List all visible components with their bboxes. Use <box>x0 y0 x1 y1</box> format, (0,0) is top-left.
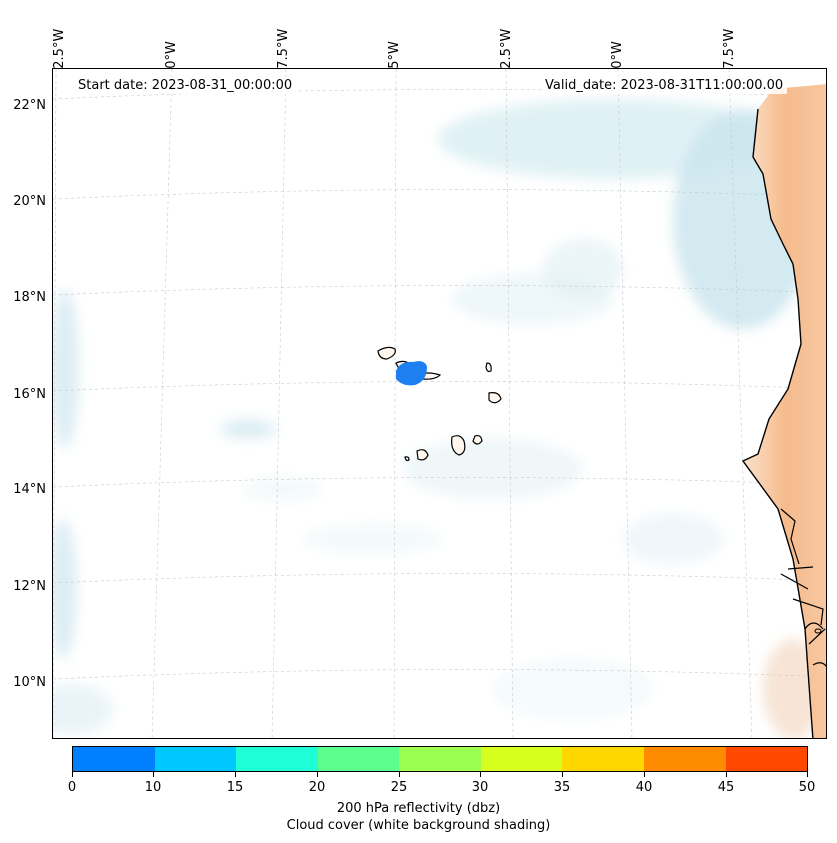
colorbar-label: 200 hPa reflectivity (dbz) <box>336 801 501 816</box>
island-boa-vista <box>488 392 502 404</box>
colorbar-segment <box>480 747 563 771</box>
lat-label-20n: 20°N <box>13 194 46 209</box>
colorbar-tick-label: 50 <box>798 780 816 795</box>
map-frame <box>52 68 827 739</box>
colorbar-tick <box>807 772 808 777</box>
island-fogo <box>416 449 429 461</box>
lat-label-22n: 22°N <box>13 98 46 113</box>
colorbar-tick <box>317 772 318 777</box>
colorbar-segment <box>643 747 726 771</box>
colorbar-tick-label: 10 <box>144 780 162 795</box>
valid-date-annotation: Valid_date: 2023-08-31T11:00:00.00 <box>541 77 788 94</box>
colorbar-tick-label: 35 <box>553 780 571 795</box>
reflectivity-echo <box>396 361 427 386</box>
colorbar-tick-label: 20 <box>308 780 326 795</box>
colorbar-tick <box>399 772 400 777</box>
lat-label-14n: 14°N <box>13 482 46 497</box>
colorbar-segment <box>399 747 481 771</box>
lat-label-18n: 18°N <box>13 290 46 305</box>
colorbar-segment <box>562 747 644 771</box>
graticule-lines <box>53 69 826 738</box>
island-maio <box>472 434 483 445</box>
colorbar-sublabel: Cloud cover (white background shading) <box>286 818 551 833</box>
colorbar-tick-label: 30 <box>471 780 489 795</box>
lat-label-10n: 10°N <box>13 675 46 690</box>
colorbar-tick-label: 25 <box>390 780 408 795</box>
island-brava <box>404 456 410 462</box>
colorbar-tick-label: 15 <box>226 780 244 795</box>
colorbar-tick <box>235 772 236 777</box>
colorbar-segment <box>725 747 808 771</box>
island-santiago <box>451 435 466 456</box>
lat-label-12n: 12°N <box>13 579 46 594</box>
colorbar-tick <box>562 772 563 777</box>
colorbar-segment <box>236 747 318 771</box>
colorbar-tick <box>153 772 154 777</box>
colorbar-tick <box>72 772 73 777</box>
reflectivity-colorbar <box>72 746 808 772</box>
start-date-annotation: Start date: 2023-08-31_00:00:00 <box>74 77 297 94</box>
island-santo-antao <box>377 346 396 360</box>
colorbar-segment <box>154 747 237 771</box>
colorbar-tick <box>644 772 645 777</box>
cloud-cover-shading <box>53 99 823 738</box>
lat-label-16n: 16°N <box>13 387 46 402</box>
colorbar-segment <box>317 747 400 771</box>
map-canvas <box>53 69 826 738</box>
colorbar-tick-label: 40 <box>635 780 653 795</box>
colorbar-segment <box>73 747 155 771</box>
colorbar-tick-label: 45 <box>717 780 735 795</box>
island-sal <box>485 362 492 373</box>
colorbar-tick <box>480 772 481 777</box>
african-coast <box>741 84 826 738</box>
colorbar-tick-label: 0 <box>67 780 77 795</box>
colorbar-tick <box>726 772 727 777</box>
